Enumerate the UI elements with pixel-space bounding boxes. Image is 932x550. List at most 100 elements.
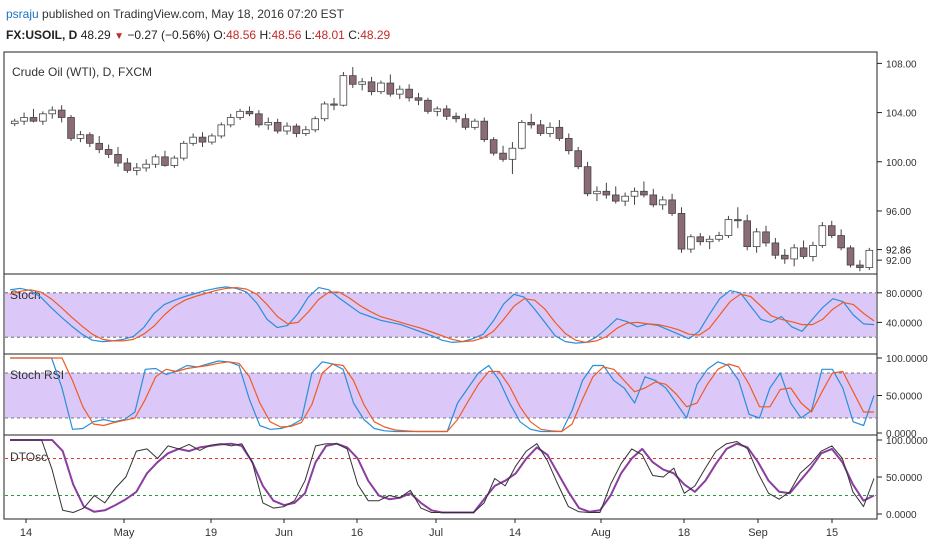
last-price-tag: 92.86 bbox=[877, 246, 911, 257]
time-tick-label: May bbox=[114, 527, 135, 539]
candle-body bbox=[377, 82, 385, 93]
candle-body bbox=[574, 150, 582, 168]
candle-body bbox=[161, 156, 169, 166]
candle-body bbox=[349, 75, 357, 85]
candle-body bbox=[358, 81, 366, 85]
candle-body bbox=[395, 88, 404, 95]
dtosc-title: DTOsc bbox=[10, 450, 47, 464]
stoch-rsi-title: Stoch RSI bbox=[10, 368, 64, 382]
candle-body bbox=[752, 231, 761, 248]
time-tick-label: 14 bbox=[509, 527, 521, 539]
candles bbox=[10, 67, 874, 272]
dtosc-pane[interactable]: DTOsc 100.0000 50.0000 0.0000 bbox=[3, 434, 928, 521]
candle-body bbox=[123, 162, 132, 171]
candle-body bbox=[208, 135, 216, 143]
price-axis: 108.00 104.00 100.00 96.00 92.00 bbox=[877, 59, 917, 267]
candle-body bbox=[142, 163, 150, 169]
low-label: L: bbox=[304, 28, 315, 42]
candle-body bbox=[536, 124, 545, 134]
candle-body bbox=[611, 194, 620, 202]
series-line-1 bbox=[10, 439, 875, 513]
ohlc-line: FX:USOIL, D 48.29 ▼ −0.27 (−0.56%) O:48.… bbox=[6, 28, 390, 42]
candle-body bbox=[273, 122, 282, 132]
dtosc-pane-border bbox=[3, 434, 878, 520]
candle-body bbox=[29, 117, 38, 122]
candle-body bbox=[508, 147, 517, 160]
close-label: C: bbox=[348, 28, 361, 42]
candle-body bbox=[264, 122, 273, 126]
high-value: 48.56 bbox=[271, 28, 302, 42]
high-label: H: bbox=[259, 28, 272, 42]
candle-body bbox=[583, 166, 592, 195]
last-price: 48.29 bbox=[80, 28, 111, 42]
price-pane[interactable]: Crude Oil (WTI), D, FXCM 108.00 104.00 100… bbox=[3, 51, 917, 275]
candle-body bbox=[57, 109, 66, 118]
series-line-1 bbox=[10, 357, 874, 433]
stoch-rsi-pane[interactable]: Stoch RSI 100.0000 50.0000 0.0000 bbox=[3, 353, 928, 440]
osc-tick-label: 0.0000 bbox=[886, 510, 917, 521]
candle-body bbox=[668, 199, 676, 214]
candle-body bbox=[20, 117, 28, 122]
candle-body bbox=[67, 117, 75, 139]
candle-body bbox=[236, 110, 244, 118]
dtosc-levels bbox=[5, 458, 876, 496]
stoch-lines bbox=[9, 286, 875, 344]
candle-body bbox=[189, 136, 197, 144]
time-tick-label: 15 bbox=[826, 527, 838, 539]
osc-tick-label: 0.0000 bbox=[886, 429, 917, 440]
candle-body bbox=[499, 152, 507, 160]
dtosc-lines bbox=[10, 439, 875, 514]
candle-body bbox=[151, 156, 160, 165]
candle-body bbox=[827, 225, 836, 236]
candle-body bbox=[76, 134, 85, 139]
osc-tick-label: 100.0000 bbox=[886, 436, 928, 447]
stoch-rsi-axis: 100.0000 50.0000 0.0000 bbox=[877, 354, 928, 440]
candle-body bbox=[133, 167, 141, 171]
candle-body bbox=[818, 225, 827, 246]
author-link[interactable]: psraju bbox=[6, 7, 39, 21]
time-tick-label: Sep bbox=[748, 527, 768, 539]
candle-body bbox=[179, 142, 188, 159]
price-change: −0.27 (−0.56%) bbox=[127, 28, 211, 42]
candle-body bbox=[461, 118, 470, 128]
price-tick-label: 104.00 bbox=[886, 109, 917, 120]
candle-body bbox=[170, 157, 179, 166]
candle-body bbox=[630, 190, 639, 197]
candle-body bbox=[339, 75, 348, 106]
candle-body bbox=[302, 129, 310, 134]
candle-body bbox=[856, 264, 864, 268]
time-tick-label: 18 bbox=[678, 527, 690, 539]
time-tick-label: 14 bbox=[20, 527, 32, 539]
time-tick-label: Jun bbox=[275, 527, 293, 539]
candle-body bbox=[311, 118, 319, 131]
candle-body bbox=[405, 88, 413, 99]
candle-body bbox=[452, 115, 460, 120]
candle-body bbox=[762, 231, 770, 244]
candle-body bbox=[10, 120, 19, 125]
candle-body bbox=[658, 199, 667, 206]
dtosc-axis: 100.0000 50.0000 0.0000 bbox=[877, 436, 928, 521]
symbol-label[interactable]: FX:USOIL, D bbox=[6, 28, 78, 42]
candle-body bbox=[696, 236, 705, 243]
candle-body bbox=[198, 136, 207, 143]
candle-body bbox=[705, 238, 714, 243]
candle-body bbox=[546, 126, 554, 134]
candle-body bbox=[602, 190, 611, 196]
publish-line: psraju published on TradingView.com, May… bbox=[6, 7, 344, 21]
candle-body bbox=[677, 213, 686, 250]
candle-body bbox=[846, 247, 855, 266]
candle-body bbox=[367, 81, 376, 93]
candle-body bbox=[687, 236, 695, 250]
price-title: Crude Oil (WTI), D, FXCM bbox=[12, 65, 152, 79]
time-axis[interactable]: 14 May 19 Jun 16 Jul 14 Aug 18 Sep 15 bbox=[20, 519, 838, 539]
osc-tick-label: 100.0000 bbox=[886, 354, 928, 365]
candle-body bbox=[292, 125, 301, 134]
candle-body bbox=[724, 219, 733, 236]
candle-body bbox=[86, 134, 94, 144]
candle-body bbox=[621, 195, 629, 202]
candle-body bbox=[217, 124, 226, 137]
candle-body bbox=[640, 190, 648, 196]
candle-body bbox=[555, 126, 564, 139]
